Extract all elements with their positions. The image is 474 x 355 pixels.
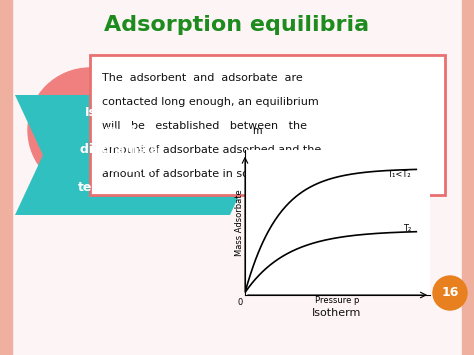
Text: m: m (252, 126, 262, 136)
Bar (0, 0, 12, 355)
Text: contacted long enough, an equilibrium: contacted long enough, an equilibrium (102, 97, 319, 107)
Bar (462, 0, 474, 355)
Text: amount of adsorbate adsorbed and the: amount of adsorbate adsorbed and the (102, 145, 321, 155)
Text: T₂: T₂ (403, 224, 411, 233)
Text: will   be   established   between   the: will be established between the (102, 121, 307, 131)
Circle shape (433, 276, 467, 310)
FancyBboxPatch shape (90, 55, 445, 195)
Wedge shape (28, 68, 90, 192)
Text: amount of adsorbate in solution.: amount of adsorbate in solution. (102, 169, 284, 179)
Text: 16: 16 (441, 286, 459, 300)
Text: The  adsorbent  and  adsorbate  are: The adsorbent and adsorbate are (102, 73, 303, 83)
Y-axis label: Mass Adsorbate: Mass Adsorbate (235, 189, 244, 256)
Text: Adsorption equilibria: Adsorption equilibria (104, 15, 370, 35)
Text: T₁<T₂: T₁<T₂ (388, 170, 411, 179)
Polygon shape (15, 95, 258, 215)
X-axis label: Pressure p: Pressure p (315, 296, 360, 305)
Text: 0: 0 (238, 298, 243, 307)
Text: Isotherm: Isotherm (312, 308, 362, 318)
Text: Isotherms:
m, P-
diagrams at
constant
temperature: Isotherms: m, P- diagrams at constant te… (78, 105, 167, 195)
